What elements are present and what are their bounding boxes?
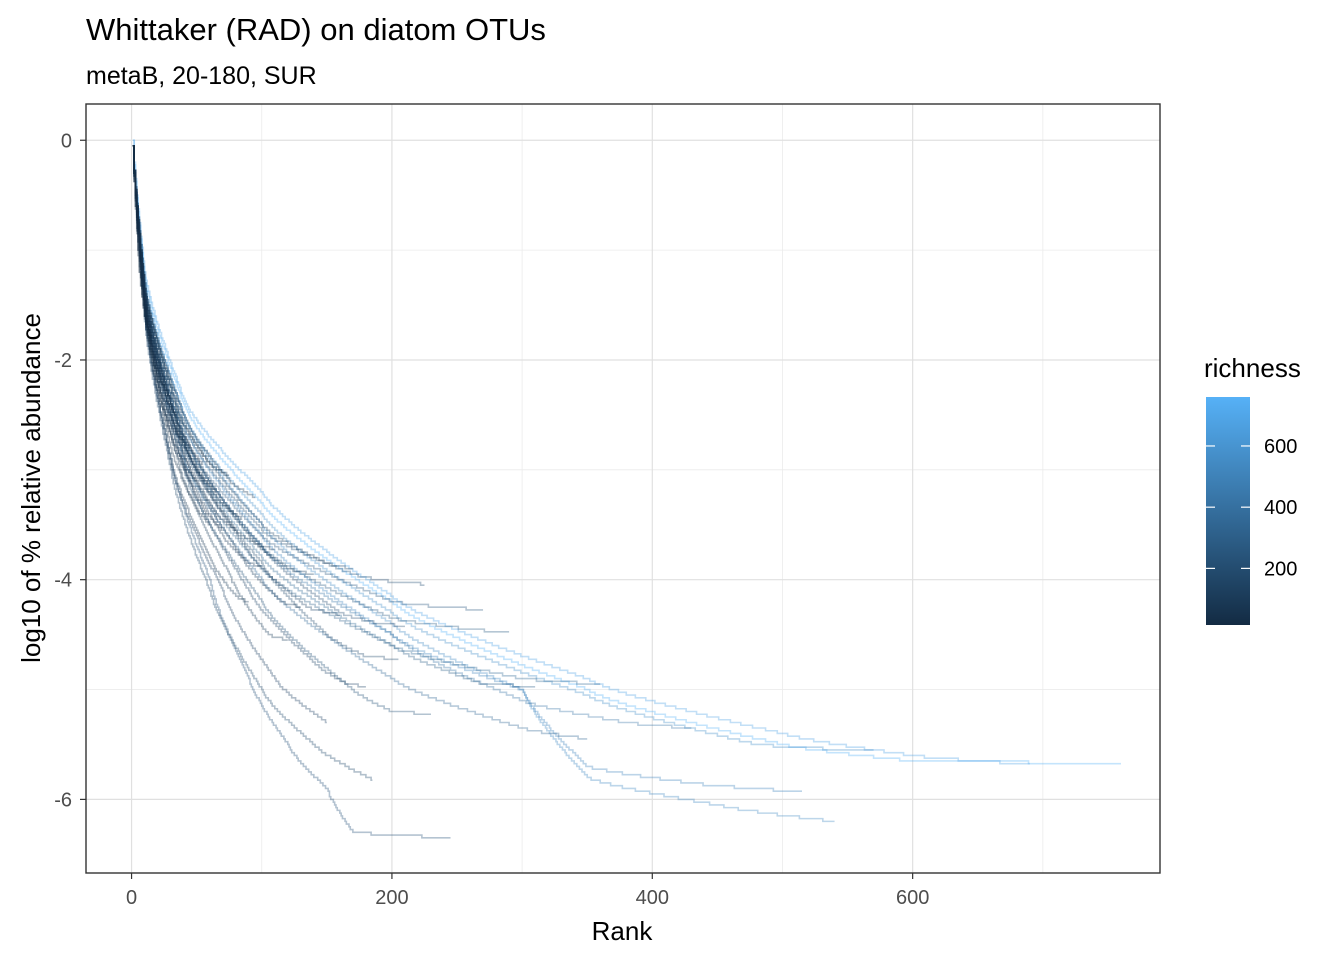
legend-tick-label: 200 [1264, 558, 1297, 580]
series-line-5 [132, 144, 692, 729]
series-line-21 [132, 144, 314, 575]
x-tick-label: 0 [126, 887, 137, 909]
series-line-27 [132, 144, 249, 603]
legend-tick-label: 600 [1264, 436, 1297, 458]
series-line-6 [132, 144, 601, 685]
series-line-20 [132, 144, 327, 724]
series-line-0 [132, 139, 1121, 765]
legend-title: richness [1204, 353, 1301, 383]
y-tick-label: -6 [54, 789, 72, 811]
series-line-17 [132, 144, 366, 688]
series-line-40 [132, 144, 165, 388]
series-lines [132, 139, 1121, 839]
series-line-26 [132, 144, 256, 499]
legend-colorbar [1206, 397, 1250, 625]
series-line-3 [132, 144, 835, 823]
y-tick-label: 0 [61, 130, 72, 152]
y-tick-label: -2 [54, 350, 72, 372]
series-line-35 [132, 144, 197, 482]
series-line-18 [132, 144, 353, 570]
legend-ticks: 200 400 600 [1206, 436, 1297, 580]
plot-border [85, 103, 1161, 874]
legend-tick-label: 400 [1264, 497, 1297, 519]
series-line-31 [132, 144, 223, 532]
series-line-36 [132, 144, 191, 449]
x-tick-label: 400 [636, 887, 669, 909]
chart-subtitle: metaB, 20-180, SUR [86, 62, 317, 90]
series-line-39 [132, 144, 172, 399]
series-line-30 [132, 144, 230, 477]
series-line-7 [132, 144, 588, 740]
series-line-1 [132, 139, 1030, 765]
legend: richness 200 400 600 [1204, 353, 1301, 625]
series-line-19 [132, 144, 340, 617]
series-line-33 [132, 144, 210, 526]
series-line-9 [132, 144, 510, 633]
series-line-22 [132, 144, 301, 608]
series-line-29 [132, 144, 236, 532]
series-line-24 [132, 144, 275, 551]
y-tick-label: -4 [54, 570, 72, 592]
series-line-13 [132, 144, 425, 586]
series-line-42 [132, 144, 152, 338]
series-line-32 [132, 144, 217, 493]
plot-panel [86, 104, 1160, 873]
series-line-23 [132, 144, 288, 641]
series-line-37 [132, 144, 184, 444]
series-line-11 [132, 144, 451, 839]
y-axis-label: log10 of % relative abundance [16, 313, 46, 663]
series-line-2 [132, 144, 874, 751]
x-axis-ticks: 0 200 400 600 [126, 873, 929, 909]
y-axis-ticks: 0 -2 -4 -6 [54, 130, 86, 811]
series-line-8 [132, 144, 536, 688]
chart-title: Whittaker (RAD) on diatom OTUs [86, 12, 546, 47]
series-line-12 [132, 144, 431, 716]
series-line-34 [132, 144, 204, 466]
x-tick-label: 600 [896, 887, 929, 909]
series-line-10 [132, 144, 484, 611]
series-line-38 [132, 144, 178, 416]
series-line-28 [132, 144, 243, 521]
x-axis-label: Rank [592, 916, 654, 946]
series-line-15 [132, 144, 399, 661]
series-line-14 [132, 144, 405, 628]
series-line-41 [132, 144, 159, 371]
grid [86, 104, 1160, 873]
series-line-16 [132, 144, 373, 781]
x-tick-label: 200 [375, 887, 408, 909]
series-line-4 [132, 144, 802, 792]
series-line-25 [132, 144, 262, 567]
